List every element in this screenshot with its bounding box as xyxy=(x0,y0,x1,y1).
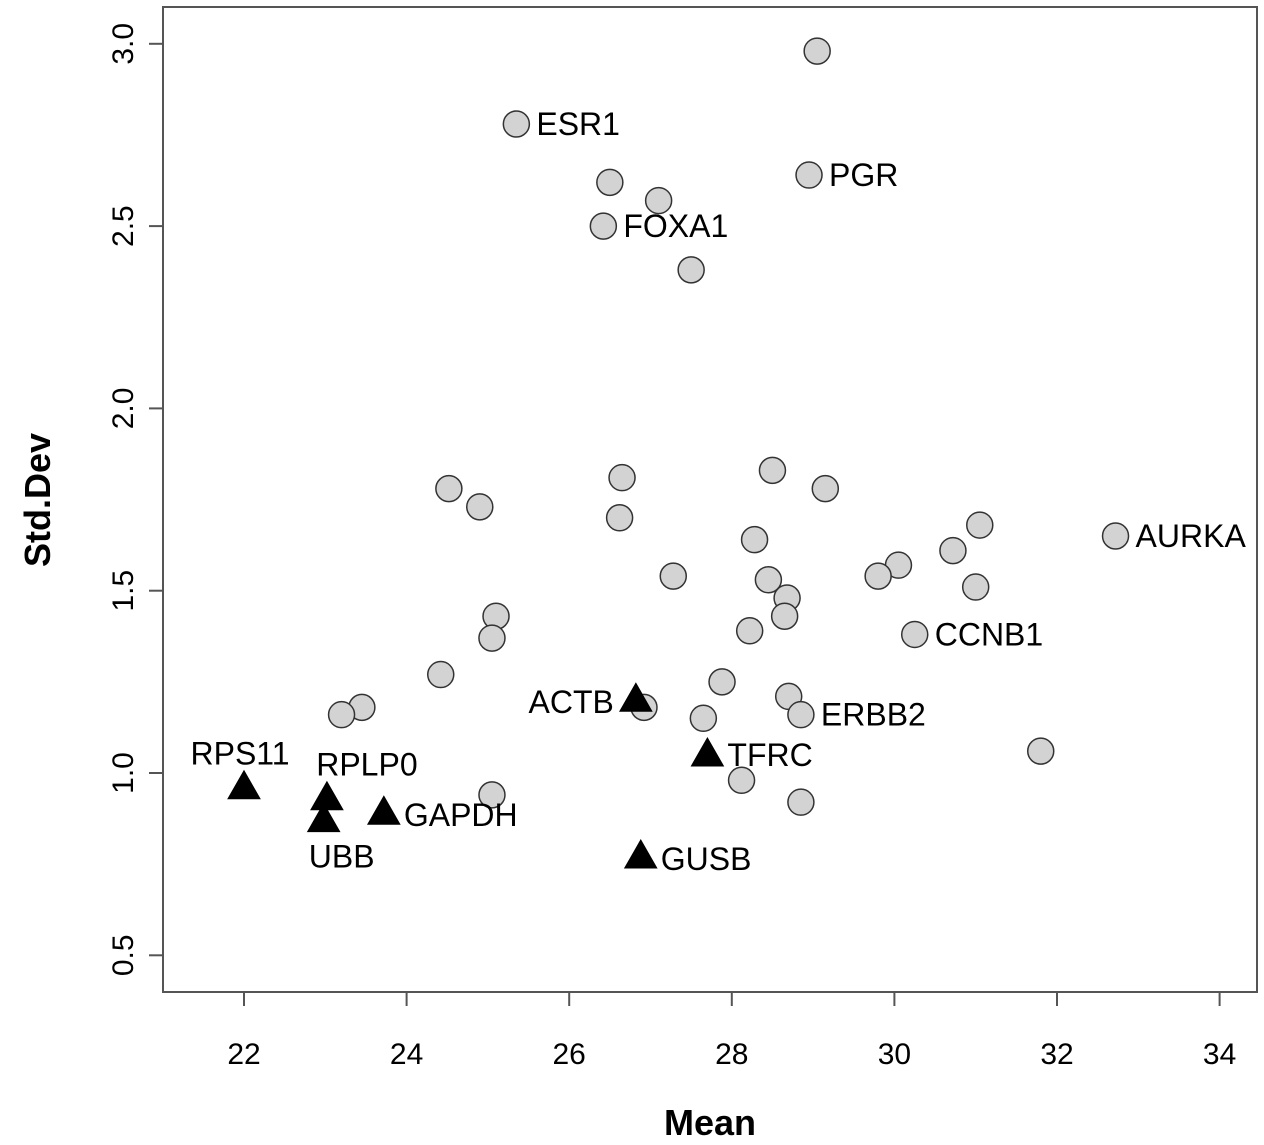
data-point-circle xyxy=(689,704,718,733)
x-axis: 22 24 26 28 30 32 34 xyxy=(227,991,1236,1071)
x-tick-label: 28 xyxy=(715,1038,748,1071)
data-point-circle xyxy=(735,617,764,645)
point-label: CCNB1 xyxy=(935,616,1043,652)
point-label: ESR1 xyxy=(536,106,620,142)
data-point-circle xyxy=(644,186,673,215)
data-point-circle xyxy=(605,504,634,532)
data-point-circle xyxy=(466,493,494,521)
y-tick-label: 1.0 xyxy=(107,752,140,794)
point-label: ERBB2 xyxy=(821,697,926,733)
point-labels: ESR1 PGR FOXA1 AURKA CCNB1 ERBB2 ACTB TFRC RPS11… xyxy=(190,106,1246,877)
data-point-circle xyxy=(478,781,506,809)
data-point-circle xyxy=(478,624,506,652)
data-point-circle xyxy=(727,766,756,795)
y-axis: 0.5 1.0 1.5 2.0 2.5 3.0 xyxy=(107,23,164,976)
data-point-circle xyxy=(811,474,840,503)
data-point-circle xyxy=(754,566,783,594)
data-point-circle xyxy=(502,110,531,138)
y-axis-title: Std.Dev xyxy=(17,433,58,567)
data-point-circle xyxy=(795,161,823,189)
data-point-circle xyxy=(327,700,356,729)
data-point-circle xyxy=(900,620,929,649)
data-point-circle xyxy=(589,212,618,240)
point-label: GAPDH xyxy=(404,797,518,833)
data-point-circle xyxy=(961,573,990,601)
point-label: UBB xyxy=(309,838,375,874)
y-tick-label: 2.0 xyxy=(107,388,140,430)
data-point-circle xyxy=(1101,522,1130,550)
data-point-circle xyxy=(1026,737,1055,765)
x-tick-label: 24 xyxy=(390,1038,423,1071)
x-tick-label: 30 xyxy=(878,1038,911,1071)
x-axis-title: Mean xyxy=(664,1102,756,1143)
point-label: RPS11 xyxy=(190,736,289,772)
data-point-triangle xyxy=(366,795,401,825)
data-point-triangle xyxy=(690,736,725,767)
data-point-circle xyxy=(787,788,815,816)
data-point-circle xyxy=(758,456,787,485)
point-label: ACTB xyxy=(529,684,614,720)
data-point-circle xyxy=(708,668,736,696)
data-point-circle xyxy=(740,525,769,554)
y-tick-label: 0.5 xyxy=(107,934,140,976)
data-point-circle xyxy=(787,700,815,729)
point-label: TFRC xyxy=(727,737,812,773)
data-point-circle xyxy=(608,463,636,492)
data-point-circle xyxy=(435,474,463,503)
data-point-triangle xyxy=(227,769,261,800)
point-label: FOXA1 xyxy=(623,208,728,244)
point-label: PGR xyxy=(829,157,898,193)
y-tick-label: 2.5 xyxy=(107,205,140,247)
data-point-circle xyxy=(803,37,831,65)
data-point-circle xyxy=(677,256,705,284)
data-point-circle xyxy=(939,536,967,565)
data-points xyxy=(227,37,1130,869)
x-tick-label: 26 xyxy=(553,1038,586,1071)
data-point-triangle xyxy=(306,802,341,833)
x-tick-label: 22 xyxy=(227,1038,260,1071)
data-point-circle xyxy=(864,562,892,590)
x-tick-label: 32 xyxy=(1040,1038,1073,1071)
y-tick-label: 1.5 xyxy=(107,570,140,612)
data-point-triangle xyxy=(623,839,658,869)
data-point-circle xyxy=(426,660,455,689)
data-point-circle xyxy=(659,562,688,590)
data-point-circle xyxy=(596,168,624,197)
x-tick-label: 34 xyxy=(1203,1038,1236,1071)
y-tick-label: 3.0 xyxy=(107,23,140,65)
data-point-circle xyxy=(770,602,799,630)
point-label: GUSB xyxy=(661,841,752,877)
point-label: RPLP0 xyxy=(316,747,417,783)
point-label: AURKA xyxy=(1136,518,1247,554)
data-point-circle xyxy=(966,511,994,539)
data-point-triangle xyxy=(619,682,653,712)
data-point-triangle xyxy=(310,780,344,811)
